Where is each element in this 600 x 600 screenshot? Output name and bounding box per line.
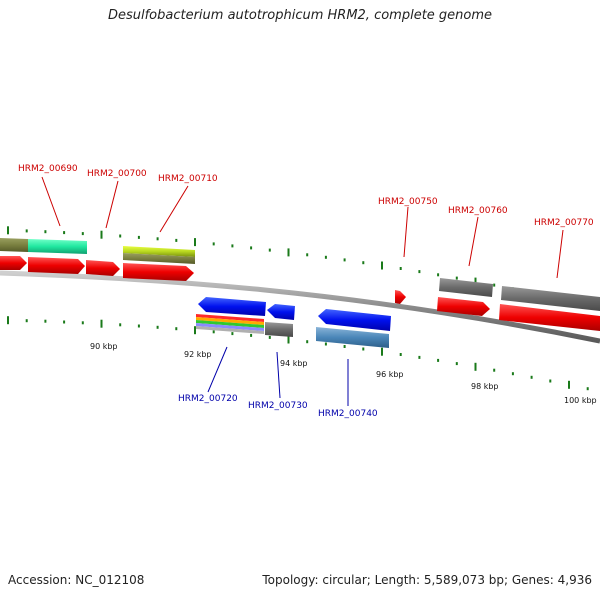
gene-label-hrm2-00770[interactable]: HRM2_00770	[534, 218, 594, 228]
feature-bar	[196, 314, 264, 322]
feature-bar	[123, 253, 195, 264]
scale-label-94: 94 kbp	[280, 359, 308, 368]
gene-label-hrm2-00720[interactable]: HRM2_00720	[178, 394, 238, 404]
scale-label-96: 96 kbp	[376, 370, 404, 379]
gene-label-hrm2-00760[interactable]: HRM2_00760	[448, 206, 508, 216]
accession-text: Accession: NC_012108	[8, 573, 145, 587]
scale-label-90: 90 kbp	[90, 342, 118, 351]
lower-tick-track	[7, 316, 589, 391]
gene-arrow-reverse[interactable]	[318, 309, 391, 331]
scale-label-92: 92 kbp	[184, 350, 212, 359]
gene-arrow-forward[interactable]	[0, 256, 27, 270]
reverse-feature-track	[196, 314, 389, 348]
gene-label-hrm2-00740[interactable]: HRM2_00740	[318, 409, 378, 419]
forward-gene-arrows	[0, 256, 600, 331]
scale-labels: 90 kbp 92 kbp 94 kbp 96 kbp 98 kbp 100 k…	[90, 342, 597, 405]
feature-bar	[265, 322, 293, 337]
gene-arrow-forward[interactable]	[499, 304, 600, 331]
gene-arrow-forward[interactable]	[28, 257, 85, 274]
feature-bar	[196, 320, 264, 328]
reverse-gene-arrows	[198, 297, 391, 331]
feature-bar	[316, 327, 389, 348]
gene-label-hrm2-00690[interactable]: HRM2_00690	[18, 164, 78, 174]
gene-label-hrm2-00750[interactable]: HRM2_00750	[378, 197, 438, 207]
feature-bar	[501, 286, 600, 311]
gene-label-hrm2-00710[interactable]: HRM2_00710	[158, 174, 218, 184]
genome-backbone	[0, 270, 600, 344]
gene-arrow-forward[interactable]	[123, 263, 194, 281]
feature-bar	[196, 323, 264, 331]
feature-bar	[28, 239, 87, 254]
feature-bar	[196, 326, 264, 334]
genome-summary-text: Topology: circular; Length: 5,589,073 bp…	[262, 573, 592, 587]
feature-bar	[0, 238, 28, 252]
gene-arrow-forward[interactable]	[437, 297, 490, 316]
map-title: Desulfobacterium autotrophicum HRM2, com…	[107, 8, 493, 23]
gene-label-hrm2-00730[interactable]: HRM2_00730	[248, 401, 308, 411]
gene-callouts: HRM2_00690 HRM2_00700 HRM2_00710 HRM2_00…	[18, 164, 594, 419]
scale-label-98: 98 kbp	[471, 382, 499, 391]
gene-label-hrm2-00700[interactable]: HRM2_00700	[87, 169, 147, 179]
forward-feature-track	[0, 238, 600, 311]
feature-bar	[196, 317, 264, 325]
scale-label-100: 100 kbp	[564, 396, 597, 405]
gene-arrow-forward[interactable]	[395, 290, 406, 304]
upper-tick-track	[7, 226, 589, 307]
feature-bar	[123, 246, 195, 257]
gene-arrow-reverse[interactable]	[267, 304, 295, 320]
feature-bar	[439, 278, 493, 297]
gene-arrow-forward[interactable]	[86, 260, 120, 276]
gene-arrow-reverse[interactable]	[198, 297, 266, 316]
